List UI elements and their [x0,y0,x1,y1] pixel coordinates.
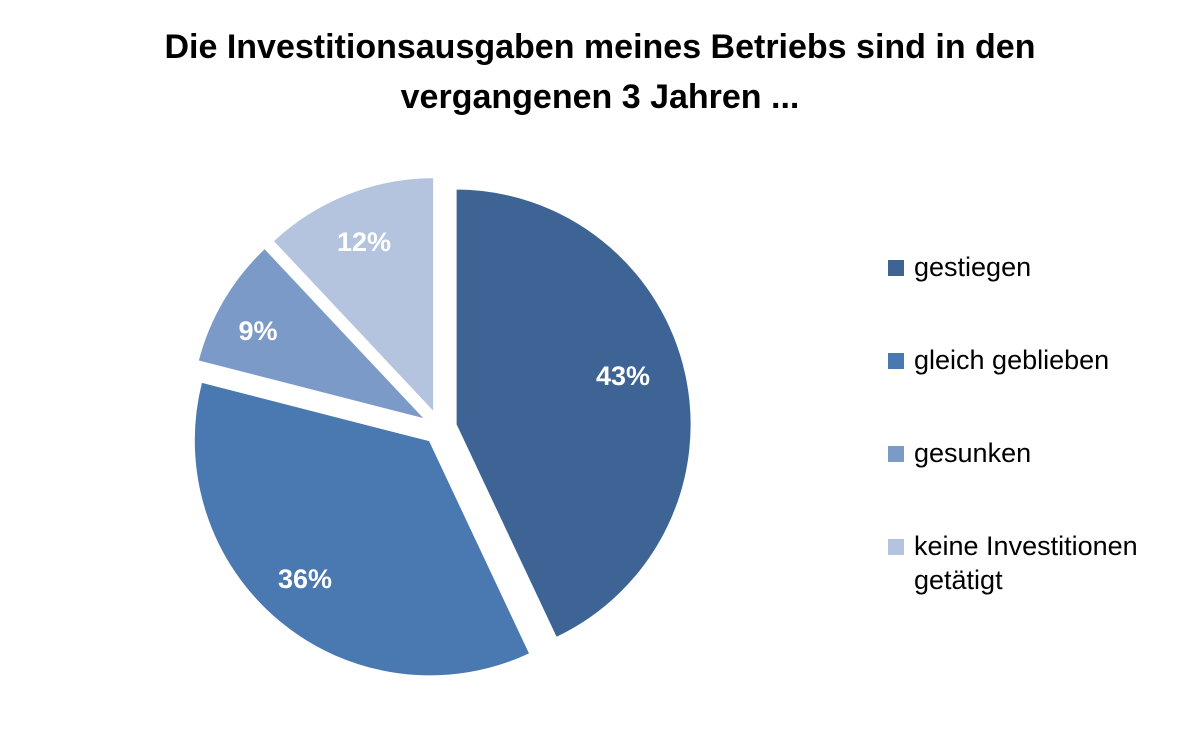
legend-label-keine-investitionen-line-2: getätigt [914,565,1003,595]
pie-slice-keine-investitionen-getätigt [271,176,436,416]
pie-label-gestiegen: 43% [596,361,650,391]
legend-label-gleich-geblieben: gleich geblieben [914,345,1110,375]
pie-slice-gesunken [196,246,430,422]
legend-label-gestiegen: gestiegen [914,252,1032,282]
legend-swatch-gestiegen [888,260,904,276]
pie-label-keine-investitionen-getätigt: 12% [337,227,391,257]
legend: gestiegen gleich geblieben gesunken kein… [888,250,1188,597]
legend-label-keine-investitionen-line-1: keine Investitionen [914,531,1138,561]
chart-title: Die Investitionsausgaben meines Betriebs… [0,22,1200,122]
legend-swatch-keine-investitionen [888,539,904,555]
chart-title-line-1: Die Investitionsausgaben meines Betriebs… [164,28,1036,66]
pie-slice-gestiegen [454,187,693,640]
legend-item-gestiegen: gestiegen [888,250,1188,284]
legend-swatch-gesunken [888,446,904,462]
legend-item-gleich-geblieben: gleich geblieben [888,343,1188,377]
pie-slice-gleich-geblieben [192,380,532,678]
legend-label-gesunken: gesunken [914,438,1032,468]
legend-item-keine-investitionen: keine Investitionen getätigt [888,529,1188,597]
pie-label-gesunken: 9% [238,316,277,346]
legend-swatch-gleich-geblieben [888,353,904,369]
pie-label-gleich-geblieben: 36% [278,564,332,594]
legend-item-gesunken: gesunken [888,436,1188,470]
chart-title-line-2: vergangenen 3 Jahren ... [400,78,800,116]
